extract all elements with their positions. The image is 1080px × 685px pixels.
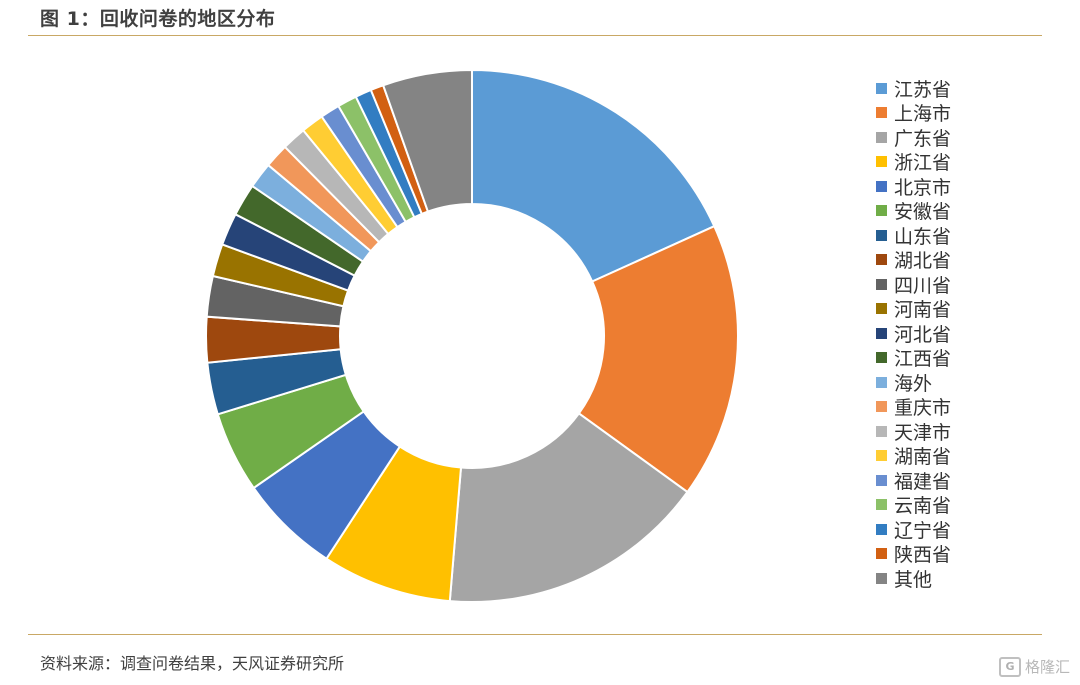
legend-swatch <box>876 156 887 168</box>
legend-label: 广东省 <box>894 127 952 150</box>
legend-swatch <box>876 425 887 437</box>
legend-label: 浙江省 <box>894 152 952 175</box>
legend-swatch <box>876 254 887 266</box>
donut-slices <box>205 68 739 603</box>
legend-label: 上海市 <box>894 103 952 126</box>
legend-label: 河南省 <box>894 299 952 322</box>
legend-item-17: 云南省 <box>876 493 952 518</box>
legend-label: 北京市 <box>894 176 952 199</box>
legend-label: 四川省 <box>894 274 952 297</box>
legend-label: 海外 <box>894 372 933 395</box>
legend-item-13: 重庆市 <box>876 395 952 420</box>
watermark-logo-icon: G <box>998 656 1021 677</box>
legend-label: 重庆市 <box>894 397 952 420</box>
legend-item-2: 广东省 <box>876 125 951 150</box>
top-divider <box>28 35 1042 36</box>
legend-item-7: 湖北省 <box>876 248 952 273</box>
legend-label: 河北省 <box>894 323 952 346</box>
donut-slice-0 <box>471 68 716 283</box>
legend-label: 其他 <box>894 568 933 591</box>
legend-item-11: 江西省 <box>876 346 952 371</box>
legend-label: 辽宁省 <box>894 519 952 542</box>
legend-swatch <box>876 205 887 217</box>
legend-swatch <box>876 401 887 413</box>
legend-item-5: 安徽省 <box>876 199 952 224</box>
legend-swatch <box>876 376 887 388</box>
legend-swatch <box>876 548 887 560</box>
legend-label: 湖南省 <box>894 446 952 469</box>
legend-label: 天津市 <box>894 421 952 444</box>
legend-item-1: 上海市 <box>876 101 952 126</box>
legend-label: 陕西省 <box>894 544 952 567</box>
legend-swatch <box>876 523 887 535</box>
legend-label: 山东省 <box>894 225 952 248</box>
legend-label: 湖北省 <box>894 250 952 273</box>
watermark: G 格隆汇 <box>998 656 1070 677</box>
watermark-text: 格隆汇 <box>1024 658 1070 676</box>
source-note: 资料来源：调查问卷结果，天风证券研究所 <box>40 654 345 673</box>
legend-item-15: 湖南省 <box>876 444 952 469</box>
donut-slice-20 <box>381 68 473 213</box>
chart-legend: 江苏省 上海市 广东省 浙江省 北京市 安徽省 山东省 湖北省 四川省 河南省 河北省 江西省 海外 重庆… <box>876 76 951 591</box>
legend-swatch <box>876 450 887 462</box>
legend-item-9: 河南省 <box>876 297 952 322</box>
bottom-divider <box>28 634 1042 635</box>
legend-item-18: 辽宁省 <box>876 517 951 542</box>
legend-swatch <box>876 303 887 315</box>
donut-slice-2 <box>448 412 689 603</box>
legend-item-10: 河北省 <box>876 321 951 346</box>
legend-swatch <box>876 352 887 364</box>
legend-swatch <box>876 229 887 241</box>
legend-swatch <box>876 474 887 486</box>
legend-item-19: 陕西省 <box>876 542 952 567</box>
legend-swatch <box>876 131 887 143</box>
legend-item-0: 江苏省 <box>876 76 951 101</box>
legend-item-16: 福建省 <box>876 468 951 493</box>
legend-label: 江西省 <box>894 348 952 371</box>
legend-item-14: 天津市 <box>876 419 951 444</box>
legend-swatch <box>876 499 887 511</box>
legend-item-20: 其他 <box>876 566 951 591</box>
legend-item-4: 北京市 <box>876 174 951 199</box>
legend-swatch <box>876 278 887 290</box>
legend-item-6: 山东省 <box>876 223 951 248</box>
legend-label: 云南省 <box>894 495 952 518</box>
legend-label: 安徽省 <box>894 201 952 224</box>
donut-slice-1 <box>577 224 739 494</box>
legend-swatch <box>876 180 887 192</box>
legend-label: 江苏省 <box>894 78 952 101</box>
legend-item-8: 四川省 <box>876 272 951 297</box>
legend-swatch <box>876 327 887 339</box>
legend-swatch <box>876 572 887 584</box>
legend-label: 福建省 <box>894 470 952 493</box>
legend-item-12: 海外 <box>876 370 951 395</box>
chart-title: 图 1：回收问卷的地区分布 <box>40 8 276 30</box>
legend-item-3: 浙江省 <box>876 150 952 175</box>
legend-swatch <box>876 82 887 94</box>
legend-swatch <box>876 107 887 119</box>
